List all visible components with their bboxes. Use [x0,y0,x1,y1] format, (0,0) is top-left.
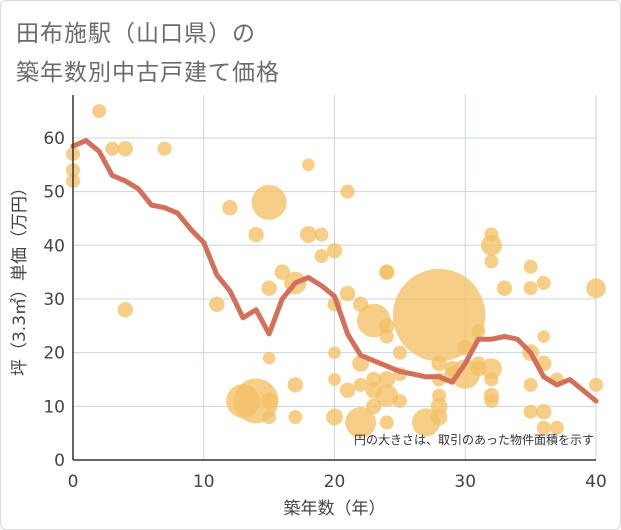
y-tick-label: 60 [43,129,65,149]
bubble-point [105,141,120,156]
bubble-layer [66,104,606,438]
bubble-point [339,285,356,302]
bubble-point [549,420,564,435]
bubble-point [328,346,341,359]
bubble-point [339,382,356,398]
bubble-point [430,408,448,426]
bubble-point [480,234,502,256]
y-tick-label: 40 [43,236,65,256]
bubble-size-note: 円の大きさは、取引のあった物件面積を示す [354,432,594,447]
bubble-point [480,358,502,380]
x-tick-label: 10 [193,472,215,492]
bubble-point [392,393,407,408]
bubble-point [261,280,277,296]
bubble-point [365,381,383,399]
bubble-point [287,377,303,393]
bubble-point [340,184,355,199]
bubble-point [262,351,276,365]
bubble-point [328,373,341,386]
bubble-point [314,249,329,264]
bubble-point [523,259,538,274]
tick-labels: 0 10 20 30 40 0 10 20 30 40 50 60 [43,129,606,492]
y-tick-label: 50 [43,183,65,203]
bubble-point [209,296,225,313]
x-tick-label: 20 [324,472,346,492]
y-tick-label: 10 [43,397,65,417]
bubble-point [484,393,499,408]
bubble-point [345,407,377,438]
bubble-point [251,184,287,220]
y-axis-label: 坪（3.3㎡）単価（万円） [10,179,30,376]
y-tick-label: 30 [43,290,65,310]
bubble-point [326,242,343,259]
bubble-point [471,324,486,339]
chart-title-line2: 築年数別中古戸建て価格 [16,60,280,86]
bubble-point [537,330,550,343]
bubble-point [222,200,238,216]
bubble-point [589,377,603,392]
bubble-point [536,420,551,435]
bubble-point [366,398,382,415]
bubble-point [92,104,107,119]
bubble-point [274,264,290,280]
bubble-point [586,278,606,299]
x-tick-label: 40 [585,472,607,492]
bubble-point [302,158,315,172]
bubble-point [226,384,260,418]
y-tick-label: 20 [43,344,65,364]
bubble-point [366,371,382,388]
bubble-point [353,377,368,392]
bubble-point [379,415,394,430]
bubble-point [379,329,394,344]
x-tick-label: 0 [68,472,79,492]
bubble-point [326,408,343,426]
y-tick-label: 0 [54,451,65,471]
bubble-point [379,265,394,280]
bubble-point [117,302,133,318]
axes [72,95,596,461]
bubble-point [262,410,277,425]
bubble-point [392,345,407,360]
bubble-point [432,388,447,403]
bubble-point [471,356,486,371]
bubble-point [523,404,538,419]
bubble-point [536,275,551,290]
bubble-point [248,226,264,243]
bubble-point [536,403,552,420]
bubble-point [523,281,538,296]
bubble-point [484,227,499,242]
bubble-point [484,254,499,269]
bubble-point [523,377,538,392]
bubble-point [431,355,447,372]
bubble-point [260,392,278,410]
bubble-point [379,318,395,334]
bubble-point [288,410,303,425]
bubble-point [378,371,396,388]
bubble-point [157,141,172,156]
grid-lines [73,95,597,460]
average-price-line [70,138,599,404]
chart-title-line1: 田布施駅（山口県）の [16,21,256,47]
bubble-point [496,280,513,296]
bubble-point [484,372,499,387]
x-axis-label: 築年数（年） [284,499,386,519]
bubble-point [314,227,329,242]
bubble-point [117,140,133,157]
x-tick-label: 30 [454,472,476,492]
bubble-point [392,268,486,362]
bubble-point [299,226,317,243]
bubble-point [352,296,369,313]
